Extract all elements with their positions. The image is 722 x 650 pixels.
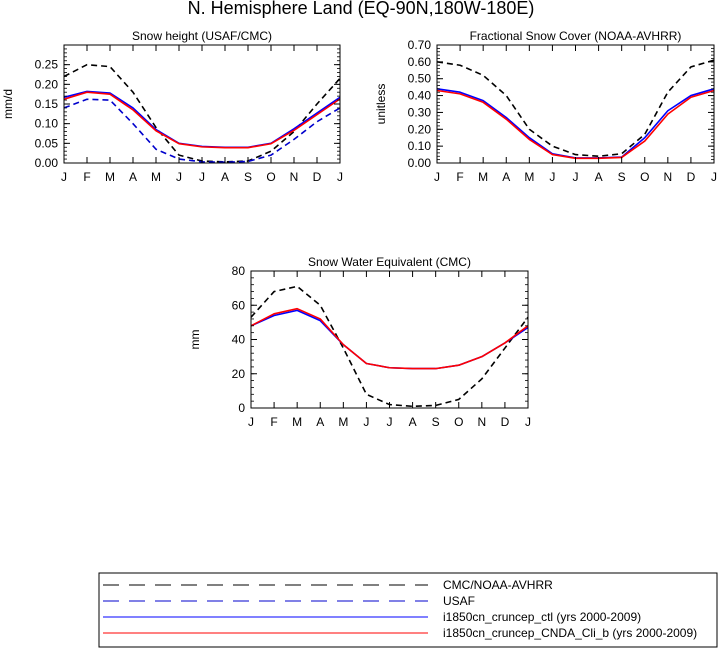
legend-box — [98, 572, 718, 648]
y-tick-label: 0.20 — [35, 77, 59, 91]
x-tick-label: J — [337, 170, 343, 184]
x-tick-label: A — [316, 415, 324, 429]
y-tick-label: 0.00 — [35, 156, 59, 170]
chart-panel-1: Snow height (USAF/CMC) mm/d 0.00 0.05 0.10 0.… — [1, 29, 343, 184]
x-tick-label: A — [502, 170, 510, 184]
x-tick-label: S — [244, 170, 252, 184]
chart-title: Snow height (USAF/CMC) — [132, 29, 272, 43]
x-tick-label: J — [363, 415, 369, 429]
y-tick-label: 0 — [238, 401, 245, 415]
x-tick-label: S — [618, 170, 626, 184]
series-line-1 — [436, 59, 715, 158]
x-tick-label: A — [595, 170, 603, 184]
y-tick-label: 0.50 — [408, 72, 432, 86]
plot-frame — [63, 44, 341, 164]
y-tick-label: 20 — [232, 367, 246, 381]
x-tick-label: M — [151, 170, 161, 184]
series-line-4 — [63, 91, 341, 149]
x-tick-label: J — [434, 170, 440, 184]
x-tick-label: J — [711, 170, 717, 184]
x-tick-label: M — [338, 415, 348, 429]
x-tick-label: A — [221, 170, 229, 184]
x-tick-label: J — [199, 170, 205, 184]
y-tick-label: 0.20 — [408, 122, 432, 136]
y-tick-label: 40 — [232, 333, 246, 347]
x-tick-label: O — [454, 415, 463, 429]
chart-panel-3: Snow Water Equivalent (CMC) mm 0 20 40 60 80 J F… — [188, 255, 531, 429]
y-tick-label: 0.10 — [35, 117, 59, 131]
x-tick-label: M — [478, 170, 488, 184]
x-tick-label: N — [663, 170, 672, 184]
x-tick-label: M — [105, 170, 115, 184]
chart-panel-2: Fractional Snow Cover (NOAA-AVHRR) unitle… — [374, 29, 717, 184]
x-tick-label: J — [176, 170, 182, 184]
x-tick-label: N — [290, 170, 299, 184]
legend: CMC/NOAA-AVHRR USAF i1850cn_cruncep_ctl (y… — [98, 572, 718, 648]
series-line-2 — [436, 88, 715, 159]
series-line-2 — [250, 309, 529, 370]
y-axis-label: mm — [188, 330, 202, 350]
x-tick-label: D — [313, 170, 322, 184]
x-tick-label: M — [292, 415, 302, 429]
x-tick-label: D — [687, 170, 696, 184]
plot-frame — [250, 270, 529, 409]
y-tick-label: 0.10 — [408, 139, 432, 153]
y-tick-label: 0.15 — [35, 97, 59, 111]
x-tick-label: O — [266, 170, 275, 184]
x-tick-label: D — [501, 415, 510, 429]
y-axis-label: unitless — [374, 84, 388, 125]
plot-frame — [436, 44, 715, 164]
x-tick-label: A — [129, 170, 137, 184]
x-tick-label: J — [387, 415, 393, 429]
y-tick-label: 0.00 — [408, 156, 432, 170]
y-tick-label: 0.25 — [35, 58, 59, 72]
legend-label-3: i1850cn_cruncep_ctl (yrs 2000-2009) — [443, 610, 641, 624]
y-tick-label: 0.70 — [408, 38, 432, 52]
legend-label-1: CMC/NOAA-AVHRR — [443, 578, 553, 592]
chart-title: Fractional Snow Cover (NOAA-AVHRR) — [470, 29, 682, 43]
y-tick-label: 0.40 — [408, 89, 432, 103]
y-tick-label: 0.05 — [35, 136, 59, 150]
x-tick-label: J — [248, 415, 254, 429]
y-tick-label: 80 — [232, 264, 246, 278]
chart-panels: Snow height (USAF/CMC) mm/d 0.00 0.05 0.10 0.… — [1, 29, 717, 429]
y-tick-label: 0.60 — [408, 55, 432, 69]
x-tick-label: J — [549, 170, 555, 184]
x-tick-label: J — [61, 170, 67, 184]
y-tick-label: 60 — [232, 298, 246, 312]
series-line-1 — [250, 285, 529, 408]
x-tick-label: S — [432, 415, 440, 429]
chart-title: Snow Water Equivalent (CMC) — [308, 255, 471, 269]
x-tick-label: F — [83, 170, 90, 184]
series-line-3 — [436, 89, 715, 160]
x-tick-label: M — [524, 170, 534, 184]
x-tick-label: J — [525, 415, 531, 429]
legend-label-4: i1850cn_cruncep_CNDA_Cli_b (yrs 2000-200… — [443, 626, 697, 640]
x-tick-label: F — [456, 170, 463, 184]
y-axis-label: mm/d — [1, 89, 15, 119]
series-line-3 — [250, 307, 529, 370]
page-title: N. Hemisphere Land (EQ-90N,180W-180E) — [188, 0, 535, 18]
x-tick-label: N — [477, 415, 486, 429]
x-tick-label: A — [409, 415, 417, 429]
series-line-2 — [63, 98, 341, 164]
x-tick-label: O — [640, 170, 649, 184]
x-tick-label: F — [270, 415, 277, 429]
legend-label-2: USAF — [443, 594, 475, 608]
y-tick-label: 0.30 — [408, 105, 432, 119]
x-tick-label: J — [573, 170, 579, 184]
